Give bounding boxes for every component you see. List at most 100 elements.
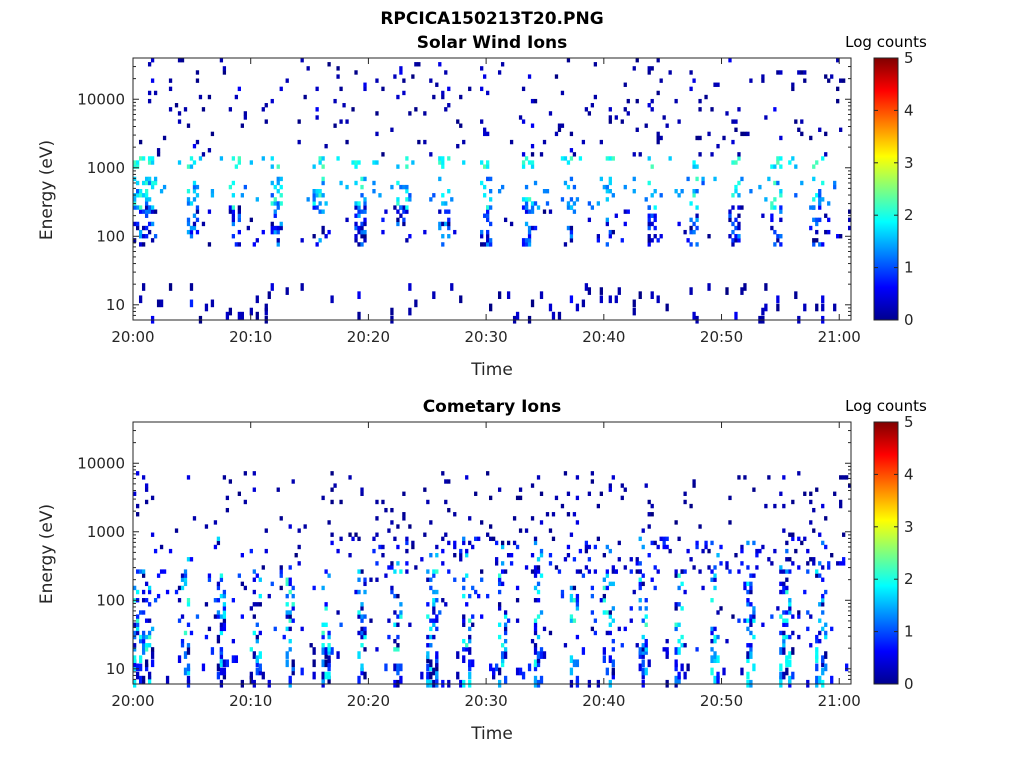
heatmap-cell <box>357 536 361 542</box>
heatmap-cell <box>509 221 514 227</box>
heatmap-cell <box>360 643 364 648</box>
heatmap-cell <box>138 675 143 684</box>
heatmap-cell <box>150 184 155 190</box>
heatmap-cell <box>779 189 783 194</box>
heatmap-cell <box>659 193 663 198</box>
heatmap-cell <box>228 205 233 210</box>
heatmap-cell <box>384 573 388 578</box>
heatmap-cell <box>779 156 783 161</box>
heatmap-cell <box>665 544 669 550</box>
heatmap-cell <box>360 602 364 607</box>
heatmap-cell <box>575 495 580 501</box>
heatmap-cell <box>372 180 376 186</box>
y-tick-label: 100 <box>96 227 125 245</box>
heatmap-cell <box>195 184 200 190</box>
heatmap-cell <box>536 581 541 587</box>
heatmap-cell <box>231 217 236 223</box>
heatmap-cell <box>728 234 732 239</box>
heatmap-cell <box>279 184 283 190</box>
heatmap-cell <box>575 602 580 607</box>
heatmap-cell <box>255 573 259 578</box>
heatmap-cell <box>761 74 765 79</box>
heatmap-cell <box>512 516 517 521</box>
heatmap-cell <box>141 475 146 480</box>
heatmap-cell <box>773 164 777 169</box>
heatmap-cell <box>842 557 846 562</box>
heatmap-cell <box>456 143 460 149</box>
heatmap-cell <box>638 291 642 300</box>
heatmap-cell <box>402 90 406 96</box>
heatmap-cell <box>650 164 654 169</box>
heatmap-cell <box>731 242 735 247</box>
heatmap-cell <box>776 606 780 611</box>
heatmap-cell <box>375 532 379 537</box>
heatmap-cell <box>497 602 502 607</box>
heatmap-cell <box>435 589 439 595</box>
heatmap-cell <box>138 229 143 235</box>
heatmap-cell <box>557 311 562 320</box>
heatmap-cell <box>797 70 801 75</box>
heatmap-cell <box>590 610 595 615</box>
heatmap-cell <box>752 540 756 546</box>
heatmap-cell <box>707 283 711 291</box>
heatmap-cell <box>689 229 693 235</box>
heatmap-cell <box>414 107 418 112</box>
heatmap-cell <box>530 553 535 558</box>
heatmap-cell <box>327 520 331 525</box>
y-tick-label: 10 <box>106 296 125 314</box>
heatmap-cell <box>144 193 149 198</box>
heatmap-cell <box>638 651 642 659</box>
heatmap-cell <box>357 651 361 659</box>
heatmap-cell <box>701 180 705 186</box>
heatmap-cell <box>749 618 753 623</box>
heatmap-cell <box>156 148 161 153</box>
heatmap-cell <box>288 524 292 529</box>
heatmap-cell <box>500 581 505 587</box>
heatmap-cell <box>530 516 535 521</box>
heatmap-cell <box>734 311 738 320</box>
heatmap-cell <box>818 532 822 537</box>
heatmap-cell <box>770 561 774 566</box>
heatmap-cell <box>602 647 606 655</box>
heatmap-cell <box>524 205 529 210</box>
heatmap-cell <box>133 221 137 227</box>
heatmap-cell <box>641 667 645 676</box>
heatmap-cell <box>249 606 253 611</box>
heatmap-cell <box>746 602 750 607</box>
heatmap-cell <box>216 610 221 615</box>
heatmap-cell <box>147 98 152 104</box>
heatmap-cell <box>423 532 427 537</box>
heatmap-cell <box>243 184 247 190</box>
heatmap-cell <box>192 180 197 186</box>
heatmap-cell <box>474 536 478 542</box>
heatmap-cell <box>405 156 409 161</box>
heatmap-cell <box>147 643 152 648</box>
heatmap-cell <box>647 156 651 161</box>
heatmap-cell <box>617 557 621 562</box>
heatmap-cell <box>270 156 274 161</box>
heatmap-cell <box>360 634 364 640</box>
heatmap-cell <box>186 647 191 655</box>
heatmap-cell <box>438 156 442 161</box>
heatmap-cell <box>635 557 639 562</box>
heatmap-cell <box>521 119 526 124</box>
heatmap-cell <box>441 598 445 603</box>
heatmap-cell <box>147 602 152 607</box>
heatmap-cell <box>554 74 559 79</box>
heatmap-cell <box>339 119 343 124</box>
heatmap-cell <box>578 156 583 161</box>
heatmap-cell <box>444 602 448 607</box>
heatmap-cell <box>575 675 580 684</box>
heatmap-cell <box>575 634 580 640</box>
heatmap-cell <box>524 209 529 214</box>
heatmap-cell <box>135 618 140 623</box>
heatmap-cell <box>737 475 741 480</box>
heatmap-cell <box>563 643 568 648</box>
heatmap-cell <box>363 634 367 640</box>
heatmap-cell <box>605 184 609 190</box>
heatmap-cell <box>147 180 152 186</box>
heatmap-cell <box>360 630 364 636</box>
heatmap-cell <box>387 634 391 640</box>
heatmap-cell <box>641 643 645 648</box>
heatmap-cell <box>821 602 825 607</box>
